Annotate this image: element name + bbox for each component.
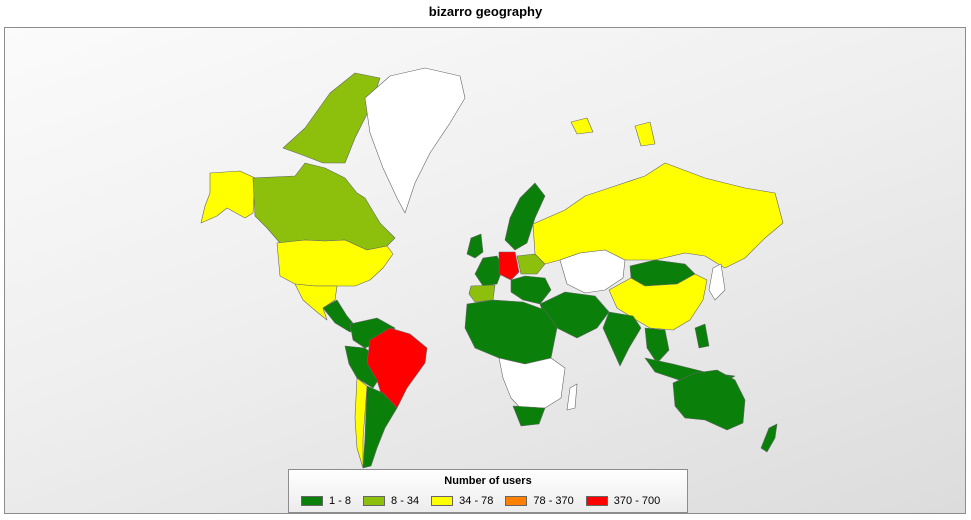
region-argentina[interactable]: [362, 385, 398, 469]
region-uk[interactable]: [466, 233, 484, 259]
region-madagascar[interactable]: [566, 383, 578, 411]
legend-label-5: 370 - 700: [613, 495, 661, 507]
legend-item-4[interactable]: 78 - 370: [505, 495, 574, 507]
region-russia[interactable]: [532, 162, 784, 269]
legend-label-4: 78 - 370: [533, 495, 574, 507]
region-germany[interactable]: [498, 251, 520, 281]
region-southern-africa[interactable]: [498, 357, 566, 414]
legend-item-2[interactable]: 8 - 34: [363, 495, 419, 507]
region-svalbard[interactable]: [570, 117, 594, 135]
map-title: bizarro geography: [428, 4, 543, 19]
region-india[interactable]: [602, 311, 642, 367]
region-greenland[interactable]: [364, 67, 466, 214]
region-philippines[interactable]: [694, 323, 710, 349]
region-new-zealand[interactable]: [760, 423, 778, 453]
legend-label-1: 1 - 8: [329, 495, 352, 507]
world-map: [200, 67, 784, 469]
region-brazil[interactable]: [366, 327, 428, 409]
region-scandinavia[interactable]: [504, 182, 546, 251]
legend-items: 1 - 8 8 - 34 34 - 78 78 - 370 370 - 700: [301, 495, 672, 507]
region-japan[interactable]: [708, 263, 726, 301]
legend-item-5[interactable]: 370 - 700: [585, 495, 661, 507]
region-southeast-asia[interactable]: [644, 327, 670, 364]
legend-item-3[interactable]: 34 - 78: [431, 495, 493, 507]
legend-swatch-4: [505, 496, 528, 506]
legend-title: Number of users: [444, 475, 532, 487]
region-poland[interactable]: [516, 253, 546, 275]
region-canada-islands[interactable]: [282, 72, 381, 164]
region-russia-islands[interactable]: [634, 121, 656, 147]
legend-label-3: 34 - 78: [459, 495, 494, 507]
region-australia[interactable]: [672, 369, 746, 431]
legend-swatch-1: [301, 496, 323, 506]
map-frame: Number of users 1 - 8 8 - 34 34 - 78 78 …: [4, 27, 966, 514]
region-south-africa[interactable]: [512, 405, 546, 427]
legend-swatch-2: [363, 496, 386, 506]
region-alaska[interactable]: [200, 170, 256, 224]
legend-item-1[interactable]: 1 - 8: [301, 495, 351, 507]
legend-swatch-5: [585, 496, 608, 506]
region-canada[interactable]: [252, 162, 396, 251]
region-north-africa[interactable]: [464, 299, 558, 365]
legend-label-2: 8 - 34: [391, 495, 420, 507]
legend-swatch-3: [431, 496, 454, 506]
region-spain[interactable]: [468, 284, 496, 303]
region-kazakhstan[interactable]: [559, 249, 626, 294]
region-western-europe[interactable]: [474, 255, 504, 287]
region-eastern-europe[interactable]: [510, 275, 552, 305]
legend: Number of users 1 - 8 8 - 34 34 - 78 78 …: [288, 469, 688, 513]
